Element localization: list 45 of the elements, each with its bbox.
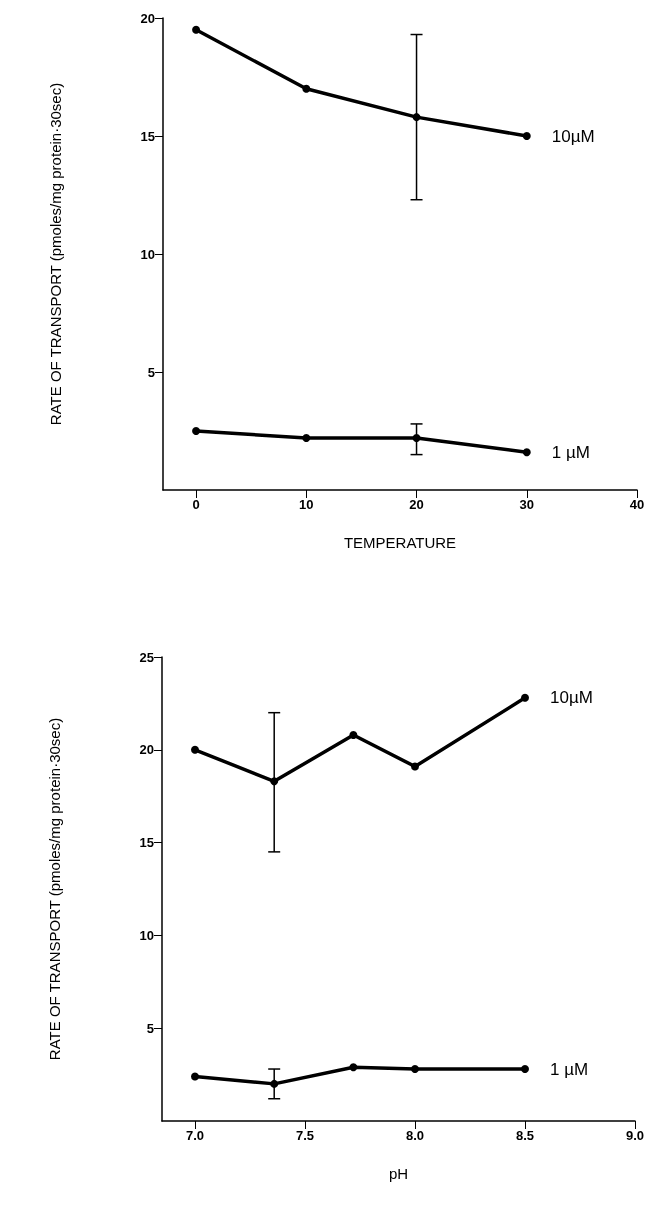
- point: [412, 434, 421, 443]
- point: [349, 730, 358, 739]
- point: [302, 434, 311, 443]
- point: [349, 1063, 358, 1072]
- x-axis-title: TEMPERATURE: [343, 534, 457, 551]
- point: [270, 1079, 279, 1088]
- point: [302, 84, 311, 93]
- y-tick-label: 15: [139, 835, 154, 851]
- x-tick-label: 0: [192, 497, 200, 512]
- x-tick-label: 7.0: [185, 1128, 205, 1143]
- point: [522, 448, 531, 457]
- y-tick-label: 15: [140, 128, 155, 144]
- series-label: 1 µM: [550, 1059, 589, 1079]
- point: [412, 113, 421, 122]
- point: [411, 1065, 419, 1074]
- point: [270, 777, 279, 786]
- y-axis-title: RATE OF TRANSPORT (pmoles/mg protein·30sec): [47, 82, 64, 426]
- x-tick-label: 9.0: [625, 1128, 645, 1143]
- point: [521, 693, 529, 702]
- x-tick-label: 10: [299, 497, 314, 512]
- y-tick-label: 10: [139, 927, 154, 943]
- point: [192, 25, 201, 34]
- x-tick-label: 8.0: [405, 1128, 425, 1143]
- x-tick-label: 7.5: [295, 1128, 315, 1143]
- y-axis-title: RATE OF TRANSPORT (pmoles/mg protein·30sec): [46, 717, 63, 1061]
- x-tick-label: 20: [409, 497, 424, 512]
- series-label: 10µM: [551, 126, 595, 146]
- point: [522, 132, 531, 140]
- y-tick-label: 5: [147, 364, 155, 380]
- x-tick-label: 30: [519, 497, 534, 512]
- y-tick-label: 10: [140, 246, 155, 262]
- series-label: 10µM: [550, 688, 593, 708]
- x-tick-label: 8.5: [515, 1128, 535, 1143]
- point: [191, 745, 199, 754]
- x-tick-label: 40: [629, 497, 645, 512]
- point: [191, 1072, 199, 1081]
- y-tick-label: 5: [146, 1020, 154, 1036]
- y-tick-label: 25: [139, 649, 154, 665]
- x-axis-title: pH: [388, 1165, 409, 1182]
- series-label: 1 µM: [551, 442, 590, 462]
- y-tick-label: 20: [140, 10, 155, 26]
- point: [411, 762, 419, 771]
- point: [192, 427, 201, 435]
- point: [521, 1065, 529, 1074]
- y-tick-label: 20: [139, 742, 154, 758]
